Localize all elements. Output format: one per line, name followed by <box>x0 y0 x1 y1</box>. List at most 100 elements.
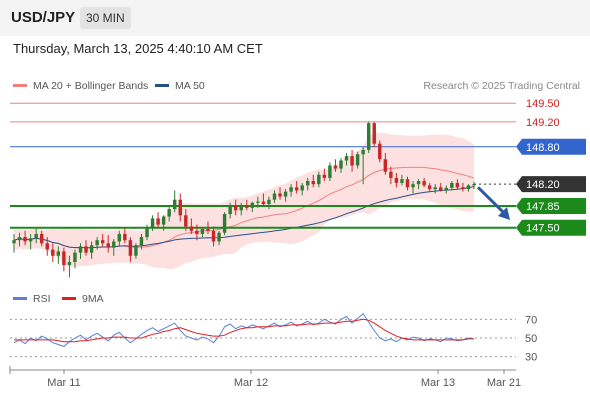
rsi-series-9ma <box>14 318 474 343</box>
candle-body <box>89 245 94 253</box>
candle <box>267 196 271 210</box>
candle <box>123 227 127 244</box>
candle-body <box>450 182 454 188</box>
candle <box>466 184 471 192</box>
legend-label-bollinger: MA 20 + Bollinger Bands <box>33 80 149 92</box>
candle <box>294 181 299 194</box>
rsi-tick-label-30: 30 <box>525 352 537 364</box>
candle <box>39 230 44 247</box>
candle-body <box>73 252 77 262</box>
candle <box>195 224 199 241</box>
candle <box>311 174 315 188</box>
candle <box>250 201 255 213</box>
level-label-148.80: 148.80 <box>516 138 586 155</box>
candle <box>317 171 321 188</box>
candle <box>444 185 449 194</box>
candle-body <box>439 187 443 191</box>
forecast-arrow-head <box>498 206 510 220</box>
legend-swatch-ma50 <box>155 83 169 87</box>
candle <box>461 182 465 192</box>
candle <box>239 202 243 216</box>
candle-body <box>416 181 421 185</box>
candle-body <box>306 181 310 186</box>
candle <box>272 190 277 203</box>
candle <box>278 187 282 200</box>
level-label-147.85: 147.85 <box>516 197 586 214</box>
candle <box>394 172 399 188</box>
candle <box>400 174 404 186</box>
candle <box>89 241 94 259</box>
candle-body <box>361 149 365 155</box>
candle-body <box>195 230 199 234</box>
rsi-series-rsi <box>13 312 475 347</box>
candle-body <box>12 240 16 244</box>
candle-body <box>117 233 122 242</box>
candle <box>45 237 49 256</box>
candle-body <box>78 246 83 253</box>
interval-button[interactable]: 30 MIN <box>80 7 131 29</box>
candle <box>150 215 155 231</box>
candle-body <box>422 181 426 186</box>
candle <box>455 179 460 190</box>
candle-body <box>100 240 105 244</box>
candle <box>322 168 327 182</box>
level-tag-148.80 <box>516 138 586 155</box>
legend-item-9ma: 9MA <box>62 293 104 305</box>
candle-body <box>134 245 138 256</box>
candle <box>283 189 288 202</box>
candle <box>78 243 83 259</box>
candle <box>73 249 77 269</box>
forecast-arrow-shaft <box>476 186 508 217</box>
candle-body <box>283 191 288 197</box>
candle <box>178 193 182 222</box>
candle-body <box>112 241 116 248</box>
candle-body <box>461 187 465 190</box>
candle-body <box>411 184 415 188</box>
candle-body <box>34 233 38 239</box>
candle-body <box>206 228 210 231</box>
candle-body <box>317 174 321 185</box>
candle-body <box>51 249 55 256</box>
candle <box>422 177 426 188</box>
candle-body <box>156 218 160 225</box>
candle <box>378 140 382 163</box>
candle-body <box>62 251 66 266</box>
candle-body <box>45 243 49 250</box>
candle <box>100 233 105 247</box>
candle <box>222 212 227 236</box>
candle <box>161 215 166 231</box>
candle <box>12 233 16 253</box>
candle-body <box>178 199 182 216</box>
candle-body <box>272 193 277 200</box>
legend-item-bollinger: MA 20 + Bollinger Bands <box>13 80 148 92</box>
candle-body <box>344 156 349 161</box>
candle-body <box>245 205 249 208</box>
candle-body <box>372 123 376 144</box>
candle <box>300 182 304 196</box>
candle <box>184 209 188 231</box>
level-tag-148.20 <box>516 176 586 193</box>
rsi-tick-label-70: 70 <box>525 314 537 326</box>
candle-body <box>261 201 266 205</box>
candle-body <box>184 215 188 227</box>
candle <box>439 182 443 192</box>
level-text-149.20: 149.20 <box>526 117 560 129</box>
candle-body <box>322 174 327 178</box>
bollinger-band-fill <box>14 132 474 270</box>
candle-body <box>256 201 260 203</box>
candle-body <box>150 218 155 228</box>
candle-body <box>28 238 33 242</box>
candle-body <box>333 165 338 169</box>
candle-body <box>217 232 221 242</box>
level-label-148.20: 148.20 <box>516 176 586 193</box>
candle-body <box>355 154 360 166</box>
candle <box>344 153 349 166</box>
level-tag-147.50 <box>516 219 586 236</box>
candle <box>23 230 27 246</box>
candle-body <box>39 233 44 244</box>
candle <box>67 255 72 278</box>
candle <box>34 228 38 244</box>
candle <box>17 232 22 247</box>
